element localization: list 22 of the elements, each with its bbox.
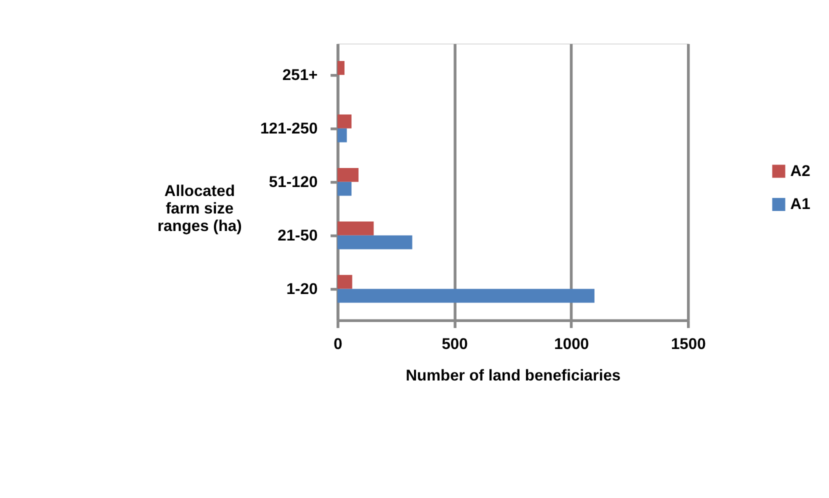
bar [338, 114, 352, 128]
bar [338, 221, 374, 236]
bar [338, 128, 347, 142]
legend-label: A2 [790, 162, 811, 180]
bar [338, 235, 412, 250]
x-tick-label: 500 [442, 336, 468, 354]
bar [338, 274, 352, 289]
x-axis-title: Number of land beneficiaries [406, 368, 621, 385]
y-axis-title: Allocated farm size ranges (ha) [157, 183, 242, 236]
y-tick-label: 251+ [282, 66, 318, 84]
bar [338, 168, 359, 182]
y-tick-label: 1-20 [286, 280, 318, 298]
x-tick-label: 0 [334, 336, 343, 354]
y-tick-label: 51-120 [268, 174, 318, 191]
bar [338, 288, 594, 303]
x-tick-label: 1000 [554, 336, 590, 354]
legend-label: A1 [790, 196, 811, 214]
bar [338, 182, 352, 196]
y-tick-label: 21-50 [278, 227, 318, 244]
bar [338, 60, 345, 75]
y-tick-label: 121-250 [260, 120, 318, 138]
x-tick-label: 1500 [670, 336, 706, 354]
